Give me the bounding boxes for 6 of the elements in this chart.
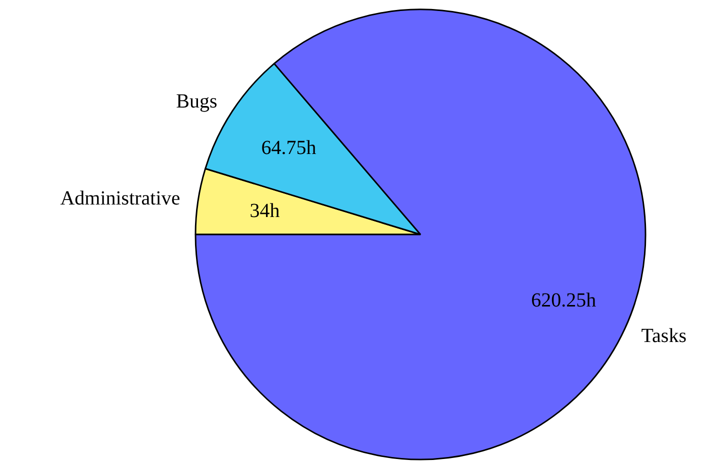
- slice-label: Tasks: [641, 325, 687, 348]
- slice-label: Bugs: [176, 90, 218, 112]
- data-label: 64.75h: [261, 137, 316, 160]
- data-label: 34h: [250, 200, 280, 222]
- slice-label: Administrative: [60, 188, 180, 210]
- data-label: 620.25h: [531, 289, 596, 312]
